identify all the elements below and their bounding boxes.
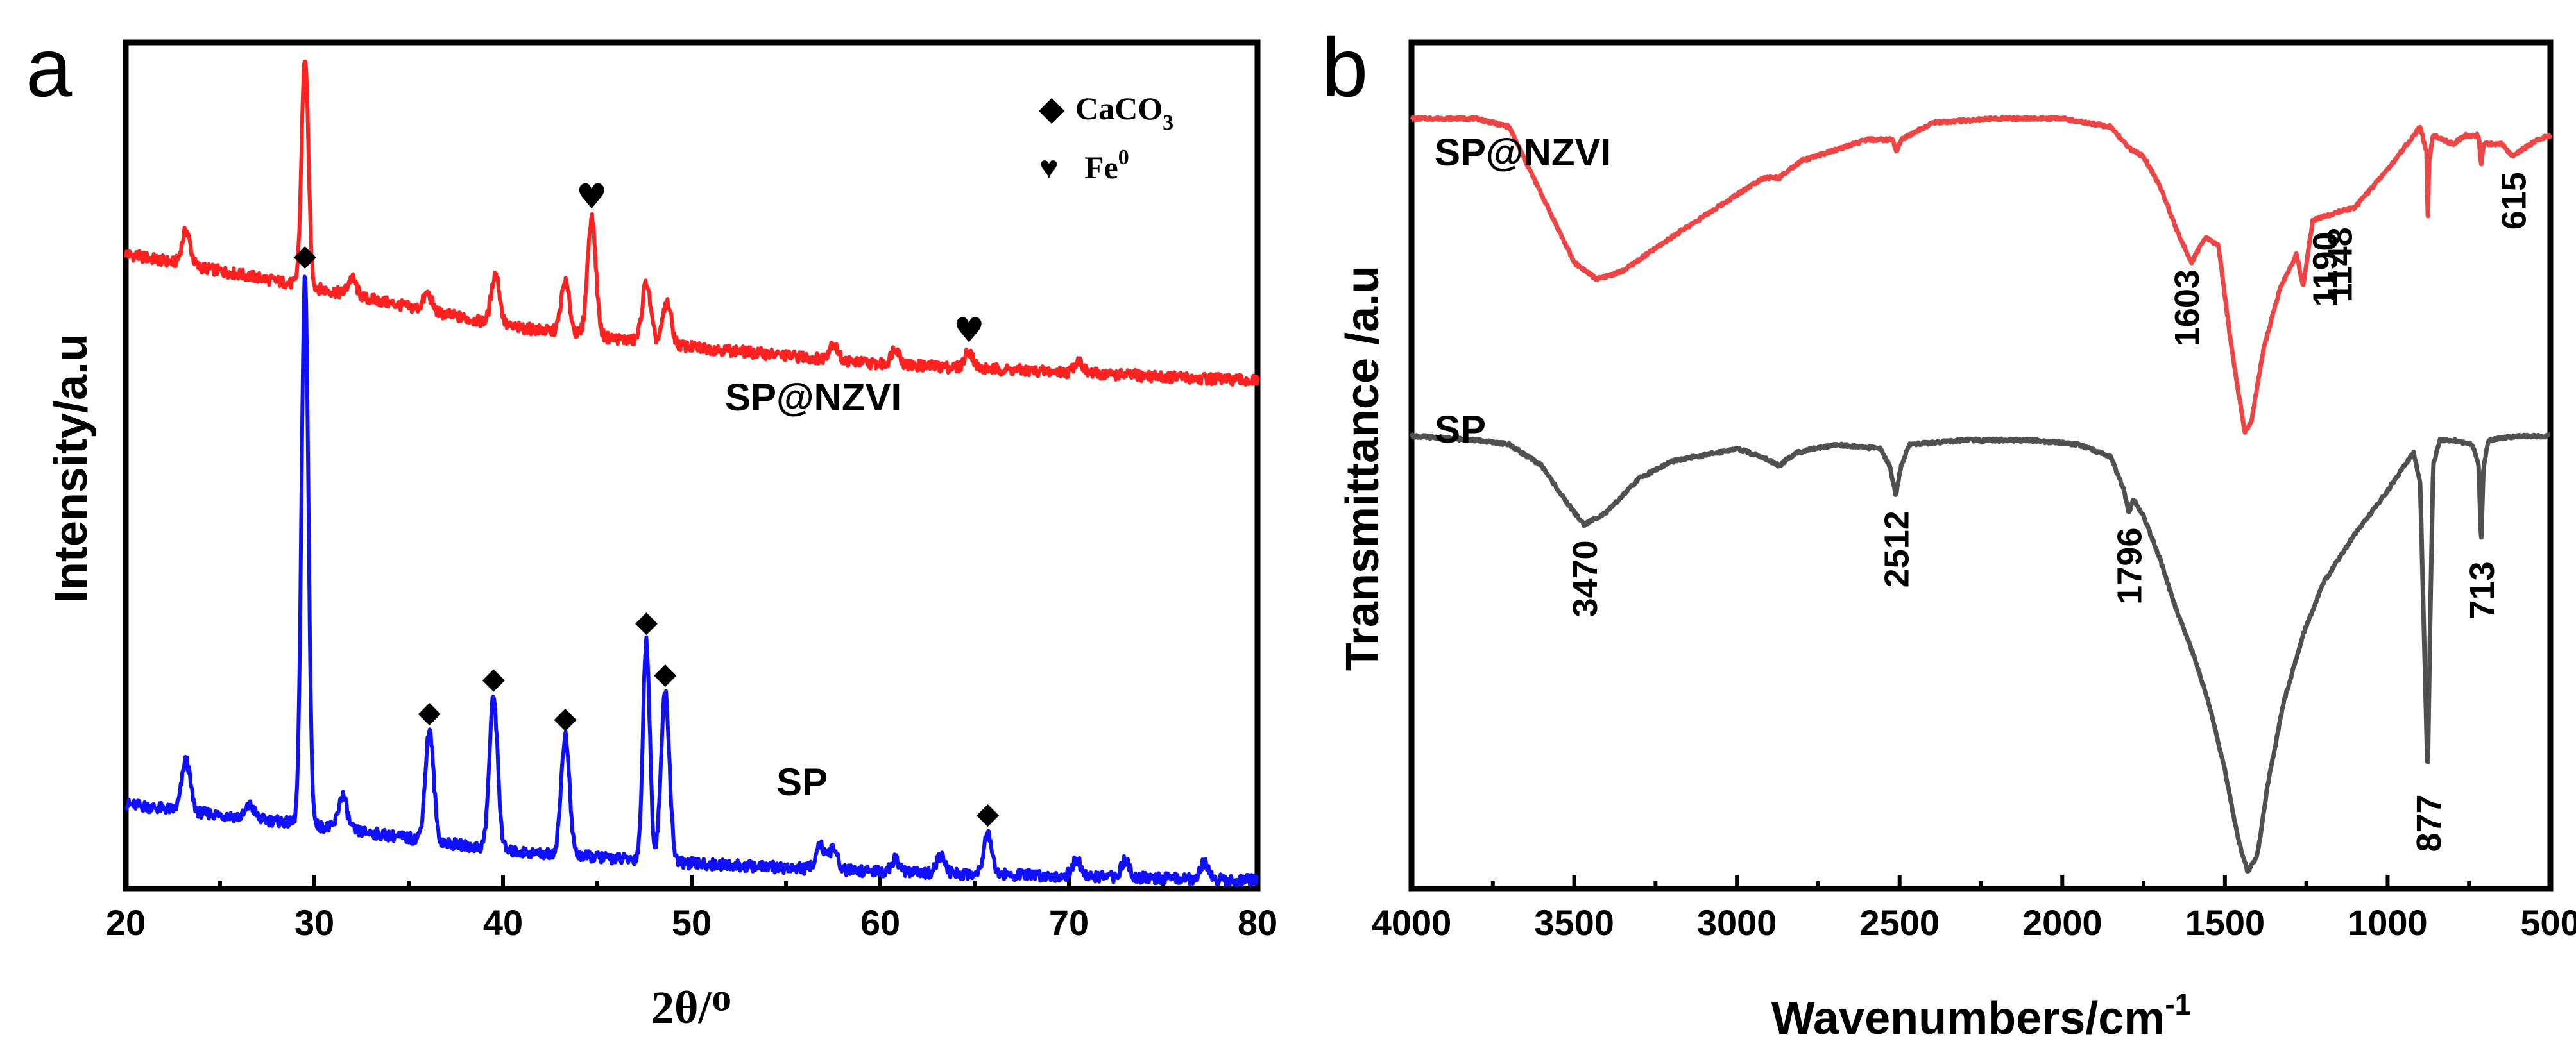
caco3-peak-marker: ◆ bbox=[554, 700, 577, 734]
x-tick-label-b: 4000 bbox=[1372, 902, 1452, 943]
ftir-line-sp bbox=[1409, 432, 2552, 874]
caco3-peak-marker: ◆ bbox=[635, 604, 658, 638]
legend-label-fe-sup: 0 bbox=[1118, 146, 1129, 169]
svg-text:CaCO3: CaCO3 bbox=[1075, 90, 1173, 135]
x-tick-label-a: 20 bbox=[106, 902, 146, 943]
xrd-line-sp bbox=[124, 274, 1259, 888]
legend-label-caco3-sub: 3 bbox=[1163, 111, 1173, 135]
x-tick-label-b: 500 bbox=[2520, 902, 2576, 943]
legend-label-fe: Fe bbox=[1084, 149, 1118, 185]
series-label-sp-b: SP bbox=[1435, 408, 1486, 451]
panel-a-letter: a bbox=[26, 21, 73, 114]
panel-a-series bbox=[124, 59, 1259, 888]
x-tick-label-a: 40 bbox=[483, 902, 523, 943]
x-tick-label-b: 3000 bbox=[1697, 902, 1777, 943]
x-tick-label-b: 3500 bbox=[1534, 902, 1614, 943]
legend-entry-fe0: ♥ Fe0 bbox=[1039, 146, 1129, 185]
panel-b-series bbox=[1409, 115, 2553, 874]
peak-label-877: 877 bbox=[2410, 794, 2448, 852]
fe0-peak-marker: ♥ bbox=[576, 176, 607, 217]
x-axis-title-b-sup: -1 bbox=[2165, 988, 2191, 1021]
ftir-line-sp-nzvi bbox=[1410, 115, 2553, 435]
peak-label-1603: 1603 bbox=[2168, 269, 2206, 346]
x-axis-title-a: 2θ/ᴼ bbox=[651, 982, 732, 1033]
xrd-line-sp-nzvi bbox=[124, 59, 1259, 387]
x-tick-label-a: 60 bbox=[860, 902, 900, 943]
x-tick-label-a: 50 bbox=[672, 902, 712, 943]
panel-b-letter: b bbox=[1322, 21, 1368, 114]
svg-text:Fe0: Fe0 bbox=[1084, 146, 1129, 185]
series-label-sp-nzvi-a: SP@NZVI bbox=[725, 376, 901, 419]
peak-label-1796: 1796 bbox=[2111, 528, 2149, 605]
caco3-peak-marker: ◆ bbox=[977, 795, 1000, 830]
legend-label-caco3: CaCO bbox=[1075, 90, 1163, 126]
series-label-sp-a: SP bbox=[776, 761, 828, 804]
panel-a-x-ticks: 20 30 40 50 60 70 80 bbox=[106, 875, 1277, 943]
svg-text:Wavenumbers/cm-1: Wavenumbers/cm-1 bbox=[1771, 988, 2191, 1044]
series-label-sp-nzvi-b: SP@NZVI bbox=[1435, 131, 1611, 174]
x-tick-label-b: 1000 bbox=[2348, 902, 2428, 943]
panel-a-legend: ◆ CaCO3 ♥ Fe0 bbox=[1039, 90, 1173, 185]
peak-label-2512: 2512 bbox=[1878, 511, 1916, 587]
caco3-peak-marker: ◆ bbox=[654, 656, 677, 691]
y-axis-title-b: Transmittance /a.u bbox=[1337, 266, 1388, 671]
peak-label-615: 615 bbox=[2495, 172, 2534, 230]
caco3-peak-marker: ◆ bbox=[418, 695, 441, 729]
x-tick-label-b: 1500 bbox=[2185, 902, 2265, 943]
x-tick-label-b: 2500 bbox=[1859, 902, 1940, 943]
peak-label-3470: 3470 bbox=[1566, 540, 1605, 617]
peak-label-1190: 1190 bbox=[2307, 232, 2345, 307]
y-axis-title-a: Intensity/a.u bbox=[46, 334, 97, 603]
legend-entry-caco3: ◆ CaCO3 bbox=[1039, 90, 1173, 135]
panel-b-x-ticks: 4000 3500 3000 2500 2000 1500 1000 500 bbox=[1372, 875, 2576, 943]
peak-label-713: 713 bbox=[2463, 561, 2502, 619]
panel-a-markers: ♥ ♥ ◆ ◆ ◆ ◆ ◆ ◆ ◆ bbox=[294, 176, 1000, 830]
fe0-peak-marker: ♥ bbox=[953, 310, 984, 350]
x-tick-label-a: 30 bbox=[294, 902, 334, 943]
legend-marker-diamond: ◆ bbox=[1039, 90, 1065, 126]
legend-marker-heart: ♥ bbox=[1039, 149, 1059, 185]
x-tick-label-a: 80 bbox=[1238, 902, 1277, 943]
x-axis-title-b: Wavenumbers/cm bbox=[1771, 993, 2165, 1044]
panel-a: a 20 30 40 50 60 70 80 ♥♥◆◆◆◆◆◆◆ ◆ CaCO3 ♥ Fe0… bbox=[26, 21, 1277, 1033]
peak-label-1148: 1148 bbox=[2321, 227, 2359, 302]
panel-b: b 4000 3500 3000 2500 2000 1500 1000 500 1603 11… bbox=[1322, 21, 2576, 1044]
caco3-peak-marker: ◆ bbox=[294, 237, 317, 272]
x-tick-label-b: 2000 bbox=[2022, 902, 2103, 943]
x-tick-label-a: 70 bbox=[1049, 902, 1089, 943]
caco3-peak-marker: ◆ bbox=[482, 661, 506, 695]
